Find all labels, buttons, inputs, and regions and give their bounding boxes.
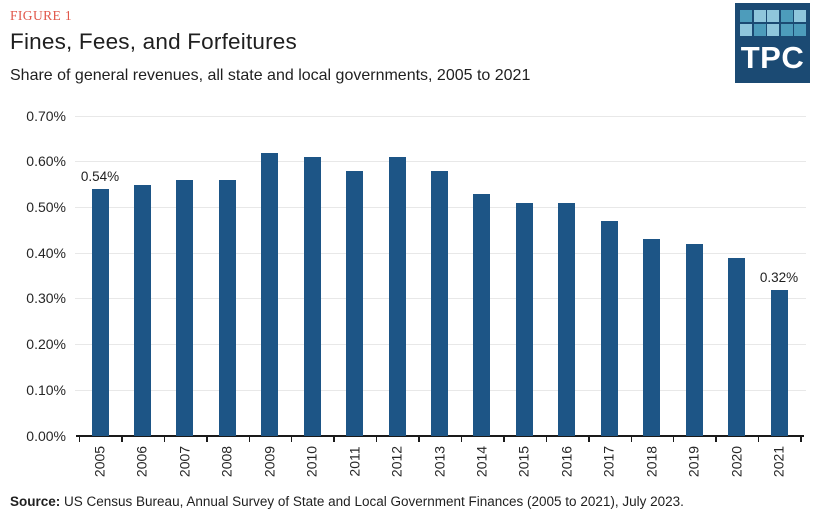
- x-tick-label: 2019: [685, 445, 702, 478]
- axis-tick: [460, 436, 463, 442]
- gridline: [75, 161, 806, 163]
- x-tick-label: 2010: [303, 445, 320, 478]
- bar-2014: [473, 193, 491, 436]
- x-tick-label: 2021: [770, 445, 787, 478]
- chart-subtitle: Share of general revenues, all state and…: [10, 67, 531, 84]
- figure-label: FIGURE 1: [10, 8, 73, 23]
- y-tick-label: 0.30%: [26, 290, 66, 307]
- bar-2009: [261, 152, 279, 436]
- x-tick-label: 2016: [558, 445, 575, 478]
- bar-2020: [728, 257, 746, 436]
- logo-squares-grid: [740, 10, 806, 36]
- bar-value-label: 0.32%: [759, 269, 799, 285]
- x-tick-label: 2007: [176, 445, 193, 478]
- bar-2013: [431, 170, 449, 436]
- axis-tick: [418, 436, 420, 442]
- axis-tick: [375, 436, 378, 442]
- y-tick-label: 0.60%: [26, 153, 66, 170]
- bar-2006: [133, 184, 151, 436]
- y-tick-label: 0.40%: [26, 244, 66, 261]
- logo-square: [780, 10, 793, 22]
- logo-square: [740, 23, 752, 36]
- axis-tick: [672, 436, 675, 442]
- source-note: Source: US Census Bureau, Annual Survey …: [10, 494, 684, 509]
- x-tick-label: 2013: [431, 445, 448, 478]
- axis-tick: [545, 436, 548, 442]
- page-title: Fines, Fees, and Forfeitures: [10, 29, 297, 54]
- bar-2007: [176, 180, 194, 436]
- x-tick-label: 2012: [388, 445, 405, 478]
- axis-tick: [121, 436, 123, 442]
- logo-square: [780, 23, 793, 36]
- x-tick-label: 2015: [515, 445, 532, 478]
- tpc-logo: TPC: [735, 3, 810, 83]
- bar-2021: [770, 289, 788, 436]
- y-tick-label: 0.10%: [26, 381, 66, 398]
- y-tick-label: 0.50%: [26, 198, 66, 215]
- axis-tick: [163, 436, 166, 442]
- axis-tick: [800, 436, 802, 442]
- axis-tick: [757, 436, 760, 442]
- bar-2015: [515, 202, 533, 436]
- logo-square: [794, 23, 806, 36]
- axis-tick: [588, 436, 590, 442]
- axis-tick: [333, 436, 335, 442]
- bar-2019: [685, 244, 703, 436]
- bar-2011: [346, 170, 364, 436]
- logo-square: [794, 10, 806, 22]
- logo-square: [767, 10, 779, 22]
- x-tick-label: 2006: [133, 445, 150, 478]
- bar-2010: [303, 157, 321, 436]
- y-tick-label: 0.70%: [26, 107, 66, 124]
- gridline: [75, 115, 806, 117]
- y-tick-label: 0.00%: [26, 427, 66, 444]
- axis-tick: [206, 436, 208, 442]
- bar-2018: [643, 239, 661, 436]
- axis-tick: [290, 436, 293, 442]
- logo-text: TPC: [740, 40, 805, 75]
- x-tick-label: 2011: [346, 446, 363, 477]
- y-tick-label: 0.20%: [26, 336, 66, 353]
- x-tick-label: 2017: [600, 445, 617, 478]
- logo-square: [753, 23, 766, 36]
- x-tick-label: 2005: [91, 445, 108, 478]
- x-tick-label: 2014: [473, 445, 490, 478]
- bar-2016: [558, 202, 576, 436]
- x-tick-label: 2018: [643, 445, 660, 478]
- x-tick-label: 2020: [728, 445, 745, 478]
- x-tick-label: 2009: [261, 445, 278, 478]
- bar-2017: [600, 221, 618, 436]
- axis-tick: [248, 436, 251, 442]
- bar-value-label: 0.54%: [80, 169, 120, 185]
- logo-square: [767, 23, 779, 36]
- source-label: Source:: [10, 494, 61, 509]
- bar-2008: [218, 180, 236, 436]
- axis-tick: [78, 436, 81, 442]
- logo-square: [740, 10, 752, 22]
- axis-tick: [503, 436, 505, 442]
- logo-square: [753, 10, 766, 22]
- x-axis-line: [76, 435, 804, 437]
- source-text: US Census Bureau, Annual Survey of State…: [60, 494, 684, 509]
- x-tick-label: 2008: [218, 445, 235, 478]
- axis-tick: [715, 436, 717, 442]
- axis-tick: [630, 436, 632, 442]
- bar-2005: [91, 189, 109, 436]
- bar-2012: [388, 157, 406, 436]
